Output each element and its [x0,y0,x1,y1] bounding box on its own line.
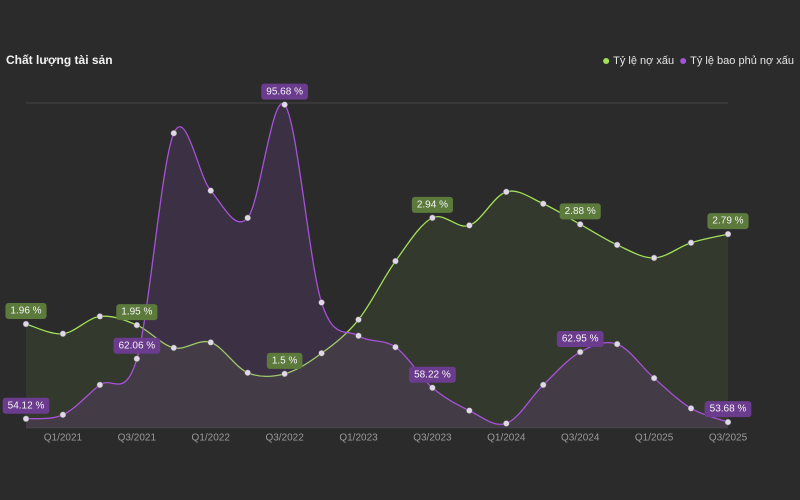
data-point [466,222,473,229]
data-label: 1.95 % [116,304,158,321]
data-point [170,129,178,137]
data-label: 1.5 % [266,352,303,369]
legend-label: Tỷ lệ nợ xấu [613,55,674,67]
data-label: 62.06 % [113,337,161,354]
legend-label: Tỷ lệ bao phủ nợ xấu [690,55,794,67]
data-point [466,407,473,414]
data-label-text: 58.22 % [414,369,451,380]
legend-marker [680,58,687,64]
x-tick-label: Q1/2023 [339,433,378,444]
data-label-text: 1.96 % [10,306,41,317]
data-label-box [5,303,47,319]
data-label-box [704,401,752,418]
data-label-text: 53.68 % [710,404,747,415]
data-label-box [116,304,158,321]
x-tick-label: Q3/2022 [265,433,304,444]
data-point [96,313,104,320]
data-label: 2.79 % [707,213,749,230]
data-point [355,332,362,340]
data-label: 95.68 % [261,83,308,100]
series-line [25,190,729,378]
data-label: 62.95 % [556,331,604,348]
data-label-text: 62.06 % [118,340,155,351]
data-label-box [411,196,453,213]
data-point [59,330,67,337]
data-point [392,343,399,351]
data-label-box [559,203,601,220]
data-label: 53.68 % [704,401,752,418]
data-point [613,340,621,348]
data-label: 1.96 % [5,303,47,319]
data-label-box [261,83,308,100]
x-tick-label: Q3/2021 [118,433,157,444]
chart-title: Chất lượng tài sản [6,53,113,67]
data-label-text: 95.68 % [266,86,303,97]
data-point [687,405,695,412]
data-point [281,101,288,108]
data-label-box [2,397,50,414]
data-point [133,355,141,363]
x-tick-label: Q3/2025 [709,433,748,444]
data-point [318,299,325,306]
data-label-box [266,352,303,369]
data-point [613,241,621,249]
data-point [650,374,658,382]
data-label: 58.22 % [409,366,456,383]
data-point [392,257,399,265]
data-label: 2.88 % [559,203,601,220]
data-point [540,381,547,389]
data-point [281,370,288,378]
data-point [207,187,214,194]
data-label-text: 1.5 % [272,355,298,366]
data-point [540,200,547,207]
data-label: 2.94 % [411,196,453,213]
data-label-text: 2.88 % [565,206,596,217]
data-label-text: 2.94 % [417,199,448,210]
series-area [26,103,728,428]
data-point [22,415,30,423]
data-point [244,369,251,376]
data-point [22,320,30,328]
x-tick-label: Q3/2023 [413,433,452,444]
data-point [244,214,251,222]
data-label-box [556,331,604,348]
data-point [170,344,178,352]
data-point [724,418,732,426]
x-tick-label: Q3/2024 [561,433,600,444]
data-label-text: 2.79 % [712,216,743,227]
data-label-box [707,213,749,230]
data-point [429,384,436,392]
data-label-box [113,337,161,354]
x-tick-label: Q1/2024 [487,433,526,444]
x-tick-label: Q1/2022 [192,433,231,444]
data-point [576,221,584,228]
data-point [687,239,695,246]
data-point [576,348,584,356]
data-point [650,254,658,262]
data-label-text: 1.95 % [121,307,152,318]
data-label-text: 62.95 % [562,334,599,345]
x-tick-label: Q1/2025 [635,433,674,444]
data-label-text: 54.12 % [8,400,45,411]
data-point [724,230,732,238]
data-point [355,316,362,323]
data-label-box [409,366,456,383]
data-point [318,350,325,357]
data-point [503,188,510,196]
data-point [96,381,104,389]
series-area [26,191,728,428]
data-point [133,321,141,329]
data-point [207,339,214,346]
data-point [503,420,510,427]
data-label: 54.12 % [2,397,50,414]
legend-marker [603,58,610,64]
x-tick-label: Q1/2021 [44,433,83,444]
data-point [59,411,67,419]
data-point [429,214,436,222]
